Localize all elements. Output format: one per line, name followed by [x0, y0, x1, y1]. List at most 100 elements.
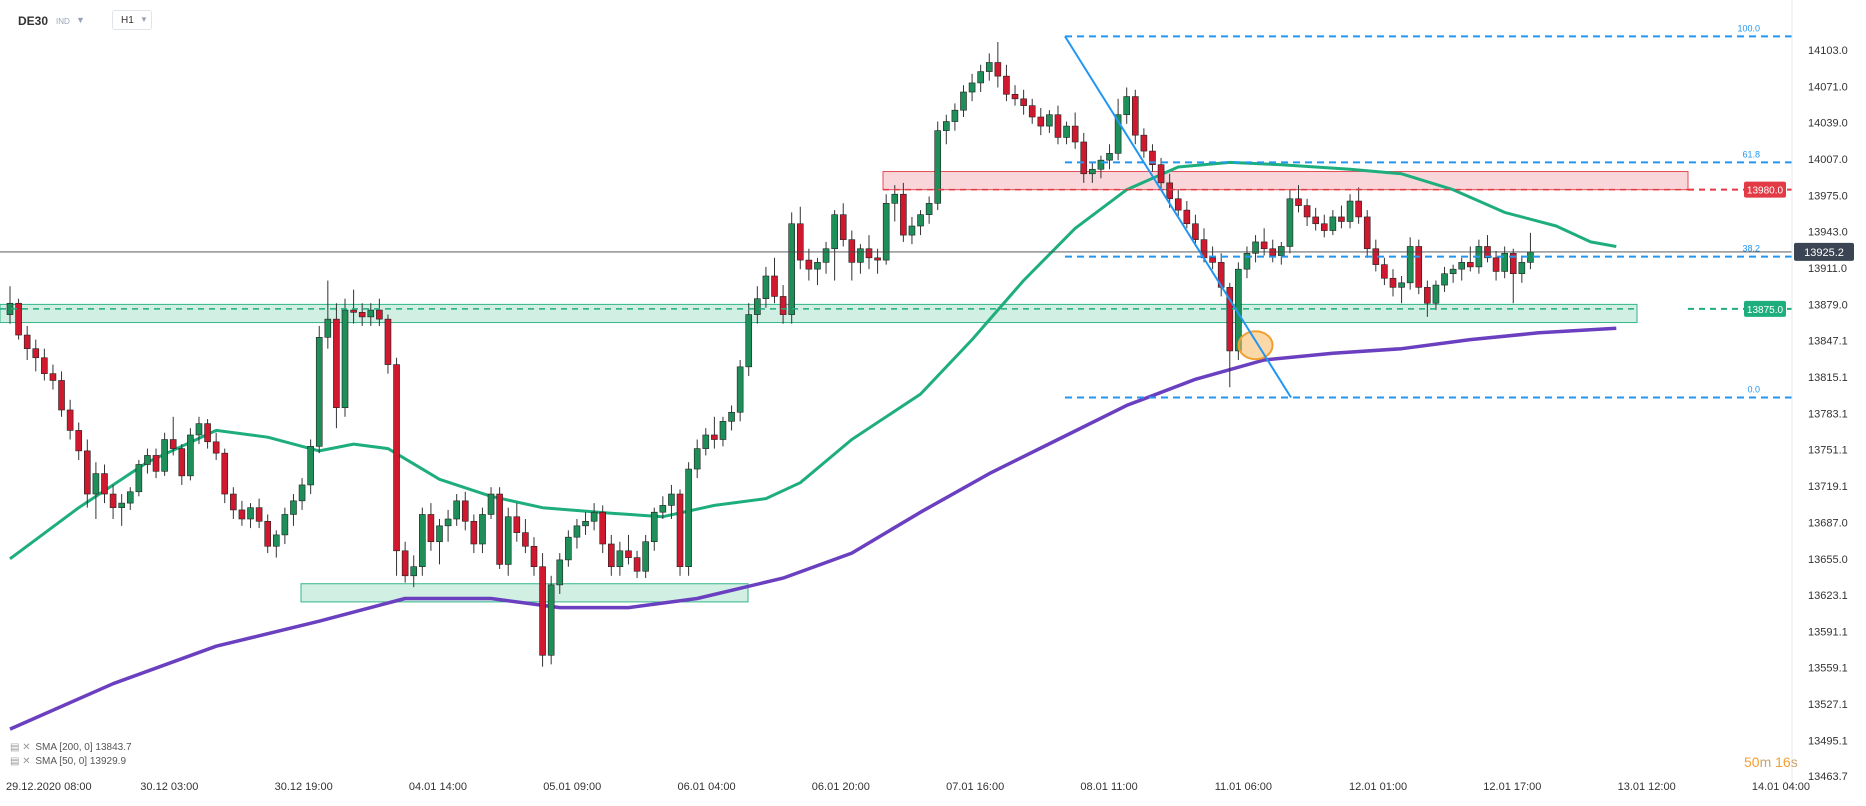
- time-tick-label: 06.01 04:00: [678, 781, 736, 793]
- candle-bear: [865, 248, 873, 259]
- candle-bear: [333, 318, 340, 409]
- candle-bull: [925, 203, 933, 215]
- sma200-line: [9, 326, 1617, 731]
- candle-bear: [994, 62, 1002, 77]
- candle-bear: [66, 409, 74, 431]
- candle-bear: [1415, 246, 1423, 288]
- candle-bull: [341, 309, 349, 409]
- candle-bull: [908, 225, 916, 236]
- candle-bull: [1123, 96, 1130, 116]
- candle-bull: [960, 91, 967, 111]
- price-tick-label: 13623.1: [1808, 590, 1848, 602]
- candle-bull: [565, 536, 572, 561]
- candle-bear: [1389, 277, 1397, 288]
- candle-bear: [1355, 200, 1362, 218]
- candle-bull: [650, 511, 658, 543]
- symbol-dropdown-icon[interactable]: ▼: [76, 15, 85, 25]
- time-tick-label: 12.01 17:00: [1483, 781, 1541, 793]
- fib-label: 61.8: [1742, 149, 1760, 159]
- price-tick-label: 14103.0: [1808, 45, 1848, 57]
- candle-bear: [1011, 93, 1019, 100]
- candle-bull: [161, 439, 168, 472]
- candle-bull: [814, 262, 821, 270]
- candle-bull: [943, 121, 950, 131]
- candle-bear: [230, 493, 237, 511]
- candle-bear: [1492, 257, 1500, 272]
- time-tick-label: 12.01 01:00: [1349, 781, 1407, 793]
- legend-sma50[interactable]: ▤ ✕ SMA [50, 0] 13929.9: [8, 756, 126, 767]
- support-level-label: 13875.0: [1747, 305, 1784, 316]
- candle-bull: [315, 337, 323, 447]
- candle-bear: [15, 302, 22, 336]
- candle-bull: [419, 514, 426, 568]
- candle-bull: [590, 511, 598, 522]
- timer-minutes-unit: m: [1759, 754, 1772, 770]
- price-tick-label: 13943.0: [1808, 227, 1848, 239]
- candle-bull: [479, 514, 486, 545]
- candle-bear: [169, 439, 177, 449]
- time-axis: 29.12.2020 08:00 30.12 03:00 30.12 19:00 04…: [6, 781, 1810, 793]
- fib-label: 100.0: [1737, 23, 1760, 33]
- candle-bull: [977, 71, 984, 84]
- price-tick-label: 13687.0: [1808, 517, 1848, 529]
- candle-bear: [1003, 75, 1010, 95]
- candle-bull: [1097, 159, 1105, 170]
- timeframe-dropdown-icon: ▼: [140, 15, 148, 24]
- price-tick-label: 13655.0: [1808, 554, 1848, 566]
- candle-bear: [625, 550, 632, 558]
- fib-label: 0.0: [1747, 384, 1760, 394]
- timer-minutes: 50: [1744, 754, 1760, 770]
- time-tick-label: 07.01 16:00: [946, 781, 1004, 793]
- candle-bear: [41, 357, 48, 374]
- candle-bear: [839, 214, 847, 240]
- legend-sma200[interactable]: ▤ ✕ SMA [200, 0] 13843.7: [8, 742, 132, 753]
- candle-bear: [49, 373, 57, 381]
- candle-bull: [702, 434, 710, 449]
- candle-bull: [1449, 268, 1457, 275]
- candle-bull: [1089, 168, 1096, 175]
- candle-bear: [1424, 287, 1431, 304]
- price-tick-label: 13559.1: [1808, 663, 1848, 675]
- candle-bear: [900, 193, 907, 236]
- legend-sma200-text: SMA [200, 0] 13843.7: [35, 742, 132, 753]
- fib-trend-line: [1064, 35, 1292, 399]
- candle-bull: [762, 275, 770, 300]
- candle-bear: [221, 452, 229, 495]
- candle-bear: [152, 455, 160, 472]
- candle-bear: [633, 557, 641, 572]
- candle-bull: [659, 505, 667, 513]
- price-tick-label: 14071.0: [1808, 81, 1848, 93]
- candle-bull: [1243, 252, 1251, 270]
- candle-bear: [1140, 134, 1148, 152]
- candle-bear: [23, 334, 31, 349]
- candle-bear: [1381, 264, 1388, 279]
- candle-bear: [1303, 205, 1311, 218]
- candle-bear: [84, 450, 91, 495]
- candle-bear: [676, 493, 684, 568]
- candle-bear: [496, 493, 503, 565]
- candle-bull: [444, 518, 452, 527]
- price-tick-label: 13495.1: [1808, 735, 1848, 747]
- price-tick-label: 13751.1: [1808, 445, 1848, 457]
- candle-bull: [573, 525, 581, 538]
- timeframe-select[interactable]: H1 ▼: [112, 10, 152, 30]
- candle-bull: [642, 541, 649, 572]
- candle-bull: [1106, 153, 1113, 161]
- candle-bull: [1114, 114, 1122, 154]
- candle-bear: [1037, 116, 1045, 127]
- candle-bear: [58, 380, 65, 411]
- time-tick-label: 11.01 06:00: [1215, 781, 1272, 793]
- candle-bear: [204, 423, 211, 443]
- price-tick-label: 13591.1: [1808, 626, 1848, 638]
- candle-bear: [1509, 252, 1517, 275]
- sma50-line: [9, 160, 1617, 561]
- time-tick-label: 29.12.2020 08:00: [6, 781, 92, 793]
- candle-bull: [298, 484, 306, 502]
- symbol-label[interactable]: DE30: [18, 14, 49, 28]
- candle-bull: [951, 109, 959, 122]
- candle-bull: [290, 500, 297, 515]
- candle-bull: [92, 473, 100, 495]
- time-tick-label: 14.01 04:00: [1752, 781, 1810, 793]
- candle-bull: [1063, 125, 1070, 138]
